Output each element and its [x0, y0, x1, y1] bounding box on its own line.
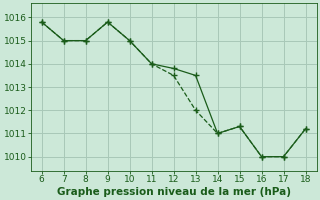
X-axis label: Graphe pression niveau de la mer (hPa): Graphe pression niveau de la mer (hPa): [57, 187, 291, 197]
